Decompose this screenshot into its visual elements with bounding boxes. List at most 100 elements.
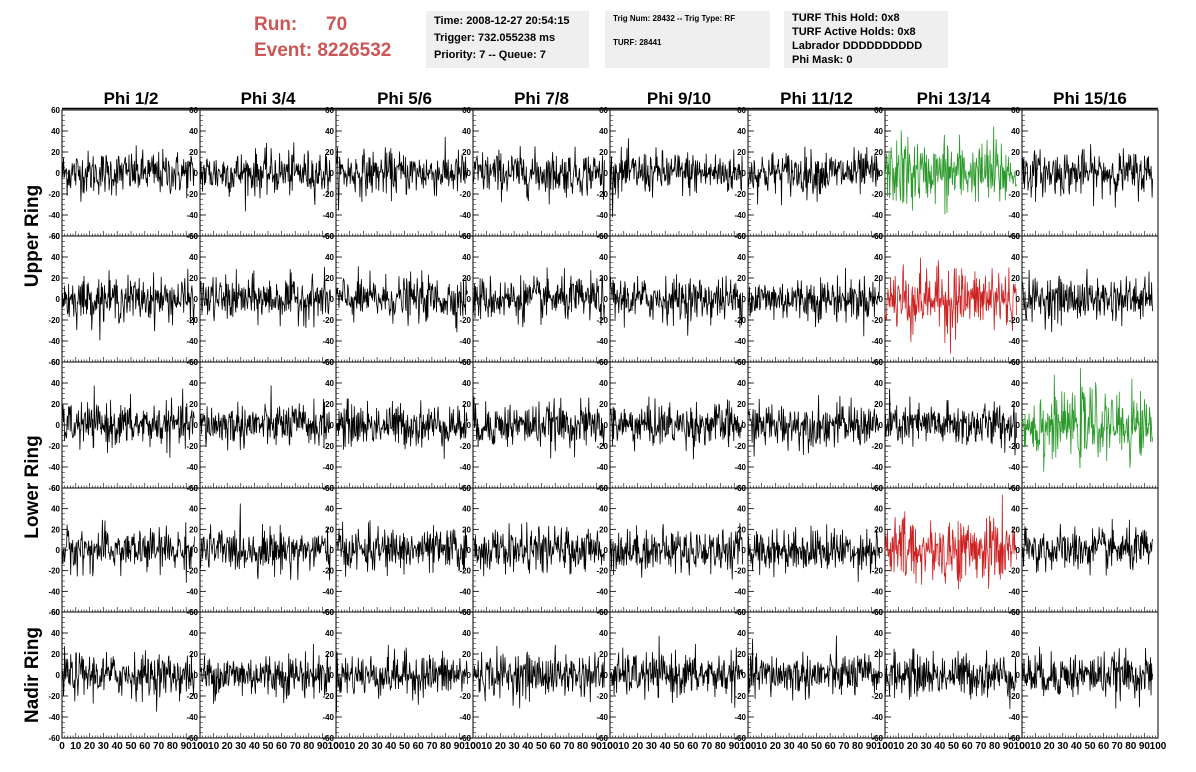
x-tick-label: 60 — [276, 741, 288, 752]
y-tick-label: -40 — [186, 713, 198, 722]
y-tick-label: -40 — [871, 337, 883, 346]
waveform-trace — [884, 388, 1017, 456]
y-tick-label: 40 — [189, 127, 198, 136]
y-tick-label: 0 — [604, 295, 609, 304]
y-tick-label: -40 — [734, 463, 746, 472]
y-tick-label: 20 — [51, 400, 60, 409]
y-tick-label: 40 — [51, 505, 60, 514]
y-tick-label: 20 — [1011, 650, 1020, 659]
y-tick-label: -40 — [734, 713, 746, 722]
y-tick-label: -40 — [48, 587, 60, 596]
y-tick-label: -20 — [459, 190, 471, 199]
y-tick-label: 60 — [1011, 608, 1020, 617]
y-tick-label: 20 — [737, 148, 746, 157]
y-tick-label: -20 — [48, 442, 60, 451]
y-tick-label: 0 — [467, 295, 472, 304]
y-tick-label: 20 — [51, 650, 60, 659]
x-tick-label: 100 — [465, 741, 482, 752]
x-tick-label: 40 — [385, 741, 397, 752]
x-tick-label: 50 — [125, 741, 137, 752]
x-tick-label: 80 — [577, 741, 589, 752]
x-tick-label: 90 — [1003, 741, 1015, 752]
column-header: Phi 15/16 — [1053, 89, 1127, 108]
x-tick-label: 90 — [181, 741, 193, 752]
x-tick-label: 100 — [602, 741, 619, 752]
y-tick-label: 40 — [737, 379, 746, 388]
waveform-trace — [61, 519, 195, 583]
y-tick-label: 20 — [189, 525, 198, 534]
x-tick-label: 100 — [740, 741, 757, 752]
waveform-trace — [609, 635, 743, 708]
y-tick-label: 40 — [462, 629, 471, 638]
x-tick-label: 10 — [618, 741, 630, 752]
waveform-trace — [747, 146, 880, 206]
x-tick-label: 90 — [729, 741, 741, 752]
y-tick-label: 0 — [467, 421, 472, 430]
y-tick-label: 20 — [462, 400, 471, 409]
waveform-trace — [335, 644, 468, 713]
y-tick-label: -40 — [322, 337, 334, 346]
y-tick-label: 0 — [879, 421, 884, 430]
y-tick-label: 0 — [879, 671, 884, 680]
y-tick-label: 0 — [604, 546, 609, 555]
y-tick-label: -20 — [322, 567, 334, 576]
y-tick-label: 40 — [1011, 253, 1020, 262]
y-tick-label: 0 — [1016, 421, 1021, 430]
y-tick-label: 60 — [325, 608, 334, 617]
y-tick-label: -40 — [734, 587, 746, 596]
y-tick-label: 0 — [330, 295, 335, 304]
x-tick-label: 10 — [208, 741, 220, 752]
y-tick-label: -60 — [1008, 734, 1020, 743]
y-tick-label: 20 — [462, 525, 471, 534]
y-tick-label: -20 — [186, 190, 198, 199]
x-tick-label: 80 — [1125, 741, 1137, 752]
column-header: Phi 7/8 — [514, 89, 569, 108]
y-tick-label: -40 — [596, 587, 608, 596]
waveform-trace — [199, 503, 331, 581]
column-header: Phi 11/12 — [780, 89, 853, 108]
y-tick-label: -20 — [322, 692, 334, 701]
waveform-trace — [747, 395, 880, 457]
y-tick-label: -60 — [48, 608, 60, 617]
y-tick-label: -20 — [1008, 316, 1020, 325]
y-tick-label: 60 — [325, 232, 334, 241]
y-tick-label: 60 — [51, 106, 60, 115]
y-tick-label: 40 — [737, 127, 746, 136]
waveform-trace — [472, 145, 605, 205]
y-tick-label: -40 — [186, 463, 198, 472]
panel-frame — [609, 611, 749, 739]
y-tick-label: -60 — [322, 734, 334, 743]
x-tick-label: 50 — [811, 741, 823, 752]
y-tick-label: 60 — [462, 106, 471, 115]
y-tick-label: 40 — [737, 505, 746, 514]
y-tick-label: 0 — [330, 671, 335, 680]
y-tick-label: 40 — [325, 127, 334, 136]
y-tick-label: -60 — [596, 734, 608, 743]
y-tick-label: -20 — [596, 567, 608, 576]
column-header: Phi 3/4 — [241, 89, 296, 108]
y-tick-label: 20 — [874, 148, 883, 157]
y-tick-label: 60 — [599, 232, 608, 241]
waveform-trace — [472, 644, 605, 709]
waveform-trace — [472, 267, 605, 328]
y-tick-label: 40 — [1011, 629, 1020, 638]
y-tick-label: -20 — [322, 190, 334, 199]
y-tick-label: 40 — [874, 127, 883, 136]
y-tick-label: 40 — [189, 505, 198, 514]
y-tick-label: -40 — [871, 463, 883, 472]
y-tick-label: -40 — [596, 337, 608, 346]
panel-frame — [747, 611, 886, 739]
y-tick-label: 60 — [874, 484, 883, 493]
y-tick-label: -20 — [596, 692, 608, 701]
x-tick-label: 20 — [632, 741, 644, 752]
waveform-trace — [1021, 518, 1153, 576]
y-tick-label: 60 — [462, 358, 471, 367]
y-tick-label: 20 — [737, 650, 746, 659]
x-tick-label: 0 — [470, 741, 476, 752]
y-tick-label: -40 — [596, 463, 608, 472]
y-tick-label: -40 — [871, 713, 883, 722]
y-tick-label: 20 — [874, 650, 883, 659]
y-tick-label: 20 — [1011, 274, 1020, 283]
y-tick-label: 0 — [194, 421, 199, 430]
x-tick-label: 60 — [962, 741, 974, 752]
